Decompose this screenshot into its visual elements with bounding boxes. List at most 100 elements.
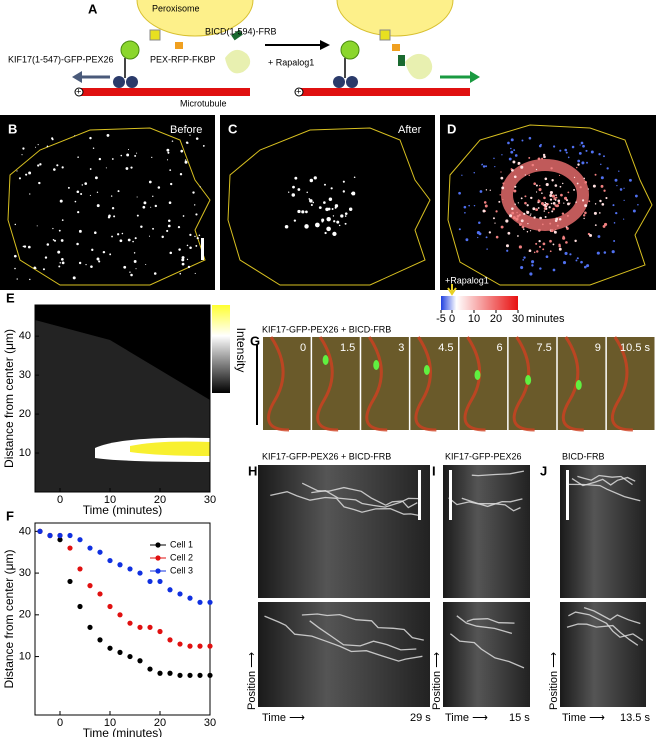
kymograph-track (577, 474, 633, 486)
speckle (338, 224, 341, 227)
data-point (177, 641, 183, 647)
speckle (33, 266, 37, 270)
speckle (121, 232, 124, 235)
panel-label: F (6, 508, 14, 523)
speckle (594, 203, 597, 205)
speckle (478, 221, 481, 224)
speckle (539, 267, 542, 270)
speckle (575, 259, 578, 262)
speckle (109, 253, 112, 256)
speckle (189, 233, 192, 236)
kymograph-track (568, 611, 644, 641)
x-tick-label: 30 (204, 494, 216, 506)
x-axis-label: Time (minutes) (83, 503, 163, 517)
speckle (554, 198, 557, 201)
speckle (550, 229, 554, 233)
speckle (543, 210, 546, 212)
plot-frame (34, 304, 211, 493)
speckle (548, 206, 551, 209)
speckle (576, 182, 579, 185)
scale-bar (449, 470, 452, 520)
speckle (133, 252, 136, 254)
data-point (137, 570, 143, 576)
panel-label: G (250, 333, 260, 348)
speckle (53, 168, 56, 171)
speckle (531, 264, 534, 267)
speckle (542, 248, 545, 251)
speckle (528, 136, 532, 140)
speckle (132, 240, 134, 243)
arrow-head (470, 71, 480, 83)
peroxisome-shape (336, 0, 454, 37)
speckle (96, 191, 99, 193)
motor-head (333, 76, 345, 88)
speckle (535, 208, 539, 212)
speckle (305, 210, 308, 214)
speckle (596, 251, 600, 255)
legend-marker (155, 568, 161, 574)
microtubule-signal (512, 336, 535, 432)
speckle (134, 237, 137, 240)
speckle (600, 163, 602, 166)
speckle (518, 213, 521, 217)
speckle (52, 239, 55, 241)
peroxisome-signal (525, 375, 532, 385)
speckle (535, 168, 538, 171)
data-point (157, 628, 163, 635)
speckle (61, 219, 64, 221)
frame-time: 9 (595, 342, 601, 354)
speckle (555, 194, 557, 197)
position-axis-label: Position ⟶ (548, 652, 560, 710)
speckle (553, 208, 555, 211)
speckle (549, 190, 553, 195)
speckle (136, 196, 138, 198)
time-axis-label: Time ⟶ (445, 712, 488, 724)
speckle (522, 259, 525, 261)
speckle (555, 228, 557, 231)
speckle (535, 191, 538, 193)
speckle (78, 261, 82, 265)
speckle (547, 211, 550, 214)
x-tick-label: 20 (154, 717, 166, 729)
speckle (192, 191, 195, 194)
y-tick-label: 20 (19, 609, 31, 621)
speckle (520, 197, 523, 200)
speckle (528, 156, 531, 159)
speckle (601, 203, 605, 206)
scale-bar (418, 470, 421, 520)
speckle (321, 220, 324, 223)
speckle (517, 161, 521, 165)
speckle (135, 268, 137, 270)
speckle (152, 195, 154, 197)
data-point (67, 545, 73, 551)
panel-label: E (6, 290, 15, 305)
frame-time: 10.5 s (620, 342, 650, 354)
speckle (578, 151, 582, 155)
speckle (541, 223, 544, 226)
data-point (97, 591, 103, 597)
speckle (113, 215, 116, 218)
bicd-label: BICD(1-594)-FRB (205, 26, 277, 36)
speckle (581, 161, 585, 165)
speckle (107, 216, 111, 219)
speckle (533, 216, 536, 219)
speckle (598, 212, 601, 214)
speckle (477, 236, 479, 239)
micrograph (0, 115, 215, 290)
speckle (613, 222, 616, 224)
speckle (511, 207, 514, 210)
speckle (77, 156, 79, 158)
speckle (61, 261, 65, 265)
speckle (179, 272, 182, 275)
cell-outline (227, 127, 431, 286)
speckle (189, 246, 192, 249)
speckle (597, 235, 601, 238)
data-point (177, 591, 183, 597)
x-tick-label: 0 (57, 494, 63, 506)
speckle (326, 216, 331, 222)
speckle (495, 235, 499, 239)
speckle (543, 203, 547, 207)
speckle (324, 231, 327, 235)
data-point (197, 599, 203, 605)
data-point (117, 562, 123, 568)
